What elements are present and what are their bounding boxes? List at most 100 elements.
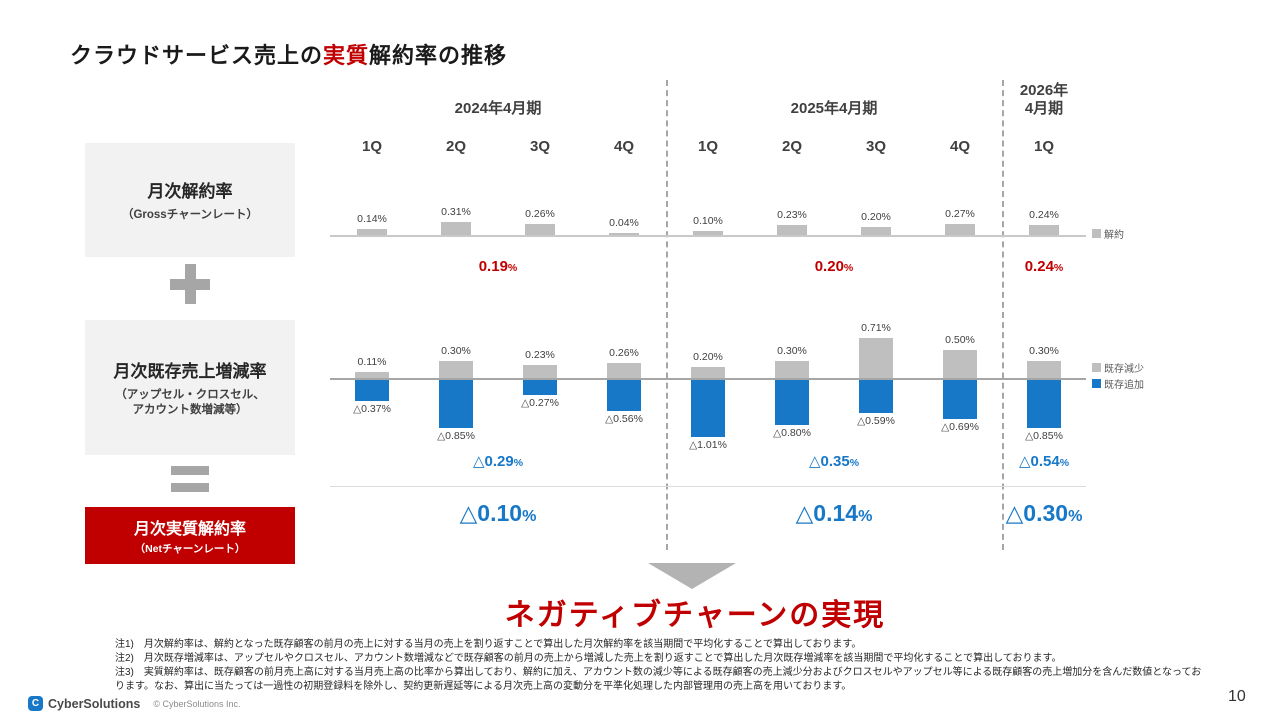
existing-decrease-bar-label: 0.50%: [945, 334, 975, 346]
existing-addition-bar-label: △0.56%: [605, 413, 643, 426]
net-churn-box-title: 月次実質解約率: [133, 520, 246, 538]
page-number: 10: [1228, 688, 1246, 705]
legend-kizon-genshou: 既存減少: [1092, 360, 1144, 375]
existing-decrease-bar-label: 0.71%: [861, 322, 891, 335]
existing-decrease-bar: [355, 371, 389, 378]
existing-decrease-bar: [775, 361, 809, 378]
existing-addition-bar-label: △0.85%: [437, 429, 475, 442]
gross-churn-bar-label: 0.27%: [945, 207, 975, 220]
existing-addition-bar-label: △0.69%: [941, 420, 979, 433]
net-churn-box: 月次実質解約率 （Netチャーンレート）: [85, 507, 295, 564]
existing-decrease-bar: [859, 338, 893, 378]
legend-kaiyaku: 解約: [1092, 226, 1124, 241]
gross-churn-bar-label: 0.24%: [1029, 208, 1059, 221]
existing-decrease-bar: [439, 361, 473, 378]
fiscal-year-label: 2024年4月期: [454, 100, 542, 117]
quarter-label: 1Q: [1033, 138, 1054, 155]
existing-decrease-bar: [1027, 361, 1061, 378]
legend-swatch: [1092, 229, 1101, 238]
existing-decrease-bar-label: 0.30%: [777, 345, 807, 358]
legend-label: 既存追加: [1104, 380, 1144, 391]
net-churn-box-subtitle: （Netチャーンレート）: [134, 542, 246, 555]
gross-churn-bar-label: 0.23%: [777, 209, 807, 222]
existing-addition-bar: [439, 380, 473, 428]
gross-churn-bar: [1029, 224, 1059, 235]
existing-decrease-bar: [523, 365, 557, 378]
down-arrow-icon: [648, 563, 736, 589]
negative-churn-message: ネガティブチャーンの実現: [504, 599, 886, 632]
fiscal-year-separator: [666, 80, 668, 550]
quarter-label: 1Q: [697, 138, 718, 155]
logo-mark-icon: C: [28, 696, 43, 711]
existing-revenue-delta-box: 月次既存売上増減率 （アップセル・クロスセル、 アカウント数増減等）: [85, 320, 295, 455]
existing-addition-bar-label: △1.01%: [689, 438, 727, 451]
delta-average-value: △0.54%: [1018, 453, 1070, 470]
legend-label: 既存減少: [1104, 364, 1144, 375]
existing-addition-bar-label: △0.85%: [1025, 429, 1063, 442]
gross-churn-bar: [777, 225, 807, 235]
footnotes: 注1) 月次解約率は、解約となった既存顧客の前月の売上に対する当月の売上を割り返…: [115, 638, 1205, 694]
cybersolutions-logo: C CyberSolutions © CyberSolutions Inc.: [28, 696, 241, 711]
fiscal-year-label: 2026年 4月期: [1019, 82, 1069, 117]
title-post: 解約率の推移: [369, 43, 508, 68]
quarter-label: 4Q: [949, 138, 970, 155]
existing-addition-bar-label: △0.37%: [353, 402, 391, 415]
existing-addition-bar: [355, 380, 389, 401]
footnote-2: 注2) 月次既存増減率は、アップセルやクロスセル、アカウント数増減などで既存顧客…: [115, 653, 1062, 664]
delta-box-subtitle: （アップセル・クロスセル、 アカウント数増減等）: [115, 388, 265, 418]
plus-icon: [170, 264, 210, 304]
existing-decrease-bar-label: 0.20%: [693, 350, 723, 363]
title-accent: 実質: [323, 43, 370, 68]
gross-churn-bar-label: 0.20%: [861, 210, 891, 223]
gross-churn-bar: [693, 230, 723, 235]
existing-addition-bar: [859, 380, 893, 414]
existing-addition-bar-label: △0.27%: [521, 397, 559, 410]
quarter-label: 3Q: [529, 138, 550, 155]
existing-decrease-bar-label: 0.11%: [357, 355, 387, 368]
gross-churn-bar: [357, 229, 387, 235]
quarter-label: 2Q: [781, 138, 802, 155]
existing-addition-bar: [1027, 380, 1061, 428]
gross-churn-bar-label: 0.31%: [441, 205, 471, 218]
gross-churn-box-title: 月次解約率: [147, 182, 233, 201]
net-churn-value: △0.10%: [459, 500, 537, 526]
legend-kizon-tsuika: 既存追加: [1092, 376, 1144, 391]
existing-addition-bar-label: △0.80%: [773, 426, 811, 439]
delta-box-subtitle-line2: アカウント数増減等）: [132, 404, 248, 416]
legend-swatch: [1092, 379, 1101, 388]
gross-churn-bar-label: 0.14%: [357, 213, 387, 226]
legend-label: 解約: [1104, 230, 1124, 241]
gross-churn-bar-label: 0.10%: [693, 214, 723, 227]
gross-churn-bar: [609, 233, 639, 235]
existing-decrease-bar-label: 0.23%: [525, 349, 555, 362]
gross-churn-box: 月次解約率 （Grossチャーンレート）: [85, 143, 295, 257]
equals-icon: [171, 466, 209, 492]
gross-churn-bar: [861, 226, 891, 235]
existing-decrease-bar: [691, 366, 725, 378]
quarter-label: 1Q: [361, 138, 382, 155]
gross-axis-line: [330, 235, 1086, 237]
existing-decrease-bar-label: 0.30%: [441, 345, 471, 358]
gross-churn-bar: [525, 224, 555, 235]
existing-decrease-bar-label: 0.30%: [1029, 345, 1059, 358]
gross-churn-box-subtitle: （Grossチャーンレート）: [121, 209, 259, 221]
gross-average-value: 0.24%: [1024, 258, 1064, 275]
net-churn-value: △0.14%: [795, 500, 873, 526]
existing-decrease-bar: [943, 350, 977, 378]
gross-churn-bar: [441, 221, 471, 235]
delta-box-subtitle-line1: （アップセル・クロスセル、: [115, 389, 265, 401]
existing-decrease-bar: [607, 363, 641, 378]
fiscal-year-separator: [1002, 80, 1004, 550]
gross-average-value: 0.19%: [478, 258, 518, 275]
churn-rate-chart: 2024年4月期 0.19% △0.29% △0.10% 2025年4月期 0.20% △0…: [330, 80, 1144, 550]
quarter-label: 3Q: [865, 138, 886, 155]
legend-swatch: [1092, 363, 1101, 372]
existing-addition-bar: [775, 380, 809, 425]
gross-churn-bar: [945, 223, 975, 235]
quarter-label: 2Q: [445, 138, 466, 155]
quarter-label: 4Q: [613, 138, 634, 155]
gross-average-value: 0.20%: [814, 258, 854, 275]
fiscal-year-label: 2025年4月期: [790, 100, 878, 117]
page-title: クラウドサービス売上の実質解約率の推移: [70, 38, 507, 70]
existing-addition-bar: [691, 380, 725, 437]
